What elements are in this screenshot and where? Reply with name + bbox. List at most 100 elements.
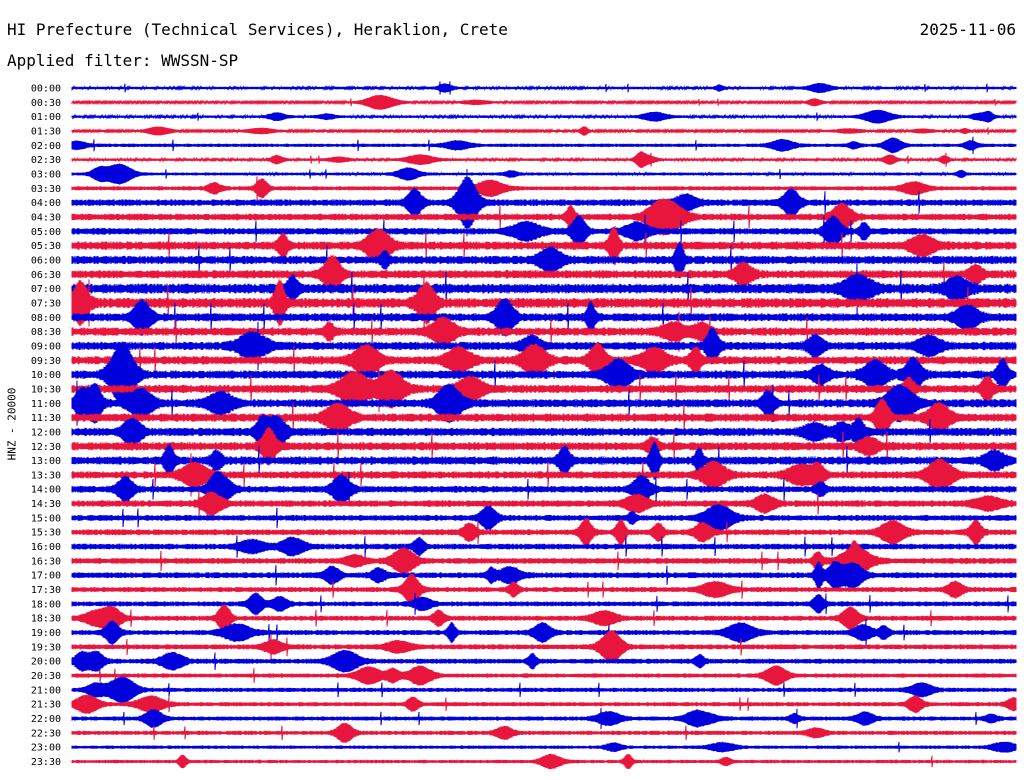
row-time-label: 07:00 [31, 284, 61, 295]
row-time-label: 04:30 [31, 212, 61, 223]
row-time-label: 18:30 [31, 614, 61, 625]
row-time-label: 17:00 [31, 571, 61, 582]
row-time-label: 01:00 [31, 112, 61, 123]
row-time-label: 03:00 [31, 169, 61, 180]
seismic-trace-row [71, 592, 1017, 616]
row-time-label: 11:30 [31, 413, 61, 424]
row-time-label: 23:00 [31, 743, 61, 754]
seismic-trace-row [71, 341, 1017, 408]
seismic-trace-row [71, 398, 1017, 437]
seismic-trace-row [71, 214, 1017, 248]
seismic-trace-row [71, 722, 1017, 743]
seismic-trace-row [71, 297, 1017, 337]
seismic-trace-row [71, 504, 1017, 532]
seismic-trace-row [71, 270, 1017, 336]
seismic-trace-row [71, 618, 1017, 647]
seismic-trace-row [71, 707, 1017, 730]
row-time-label: 20:30 [31, 671, 61, 682]
seismic-trace-row [71, 321, 1017, 371]
seismic-trace-row [71, 126, 1017, 136]
row-time-label: 19:00 [31, 628, 61, 639]
seismic-trace-row [71, 198, 1017, 236]
seismic-trace-row [71, 260, 1017, 317]
seismic-trace-row [71, 741, 1017, 753]
seismic-trace-row [71, 490, 1017, 517]
row-time-label: 09:30 [31, 356, 61, 367]
seismic-trace-row [71, 604, 1017, 633]
row-time-label: 04:00 [31, 198, 61, 209]
seismic-trace-row [71, 753, 1017, 770]
row-time-label: 13:00 [31, 456, 61, 467]
row-time-label: 06:00 [31, 255, 61, 266]
seismic-trace-row [71, 341, 1017, 379]
row-time-label: 18:00 [31, 599, 61, 610]
seismic-trace-row [71, 169, 1017, 237]
row-time-label: 05:00 [31, 227, 61, 238]
seismic-trace-row [71, 254, 1017, 294]
seismic-trace-row [71, 241, 1017, 279]
row-time-label: 06:30 [31, 270, 61, 281]
row-time-label: 15:30 [31, 528, 61, 539]
seismic-trace-row [71, 311, 1017, 352]
seismic-trace-row [71, 535, 1017, 558]
seismic-trace-row [71, 163, 1017, 185]
seismic-trace-row [71, 151, 1017, 168]
seismic-trace-row [71, 630, 1017, 664]
row-time-label: 02:30 [31, 155, 61, 166]
row-time-label: 10:30 [31, 384, 61, 395]
seismic-trace-row [71, 665, 1017, 686]
station-title: HI Prefecture (Technical Services), Hera… [7, 20, 508, 39]
seismic-trace-row [71, 694, 1017, 715]
trace-group [71, 81, 1017, 770]
record-date: 2025-11-06 [919, 20, 1016, 39]
row-time-label: 02:00 [31, 141, 61, 152]
seismic-trace-row [71, 540, 1017, 582]
seismic-trace-row [71, 109, 1017, 124]
row-time-label: 08:30 [31, 327, 61, 338]
row-time-label: 15:00 [31, 513, 61, 524]
seismic-trace-row [71, 561, 1017, 590]
filter-label: Applied filter: WWSSN-SP [7, 51, 239, 70]
seismic-trace-row [71, 176, 1017, 201]
row-time-label: 16:00 [31, 542, 61, 553]
seismic-trace-row [71, 413, 1017, 450]
row-time-label: 12:00 [31, 427, 61, 438]
row-time-label: 11:00 [31, 399, 61, 410]
row-time-label: 22:30 [31, 728, 61, 739]
seismic-trace-row [71, 426, 1017, 466]
seismic-trace-row [71, 225, 1017, 266]
row-time-label: 17:30 [31, 585, 61, 596]
seismic-trace-row [71, 81, 1017, 95]
seismic-trace-row [71, 365, 1017, 413]
row-time-label: 16:30 [31, 556, 61, 567]
row-time-label: 14:00 [31, 485, 61, 496]
row-time-label: 03:30 [31, 184, 61, 195]
row-time-label: 00:00 [31, 84, 61, 95]
seismic-trace-row [71, 676, 1017, 704]
row-time-label: 22:00 [31, 714, 61, 725]
row-time-label: 21:30 [31, 700, 61, 711]
row-time-label: 08:00 [31, 313, 61, 324]
time-label-group: 00:00 00:30 01:00 01:30 02:00 02:30 03:00 03:30… [31, 84, 61, 769]
seismic-trace-row [71, 441, 1017, 480]
seismic-trace-row [71, 573, 1017, 606]
row-time-label: 23:30 [31, 757, 61, 768]
seismic-trace-row [71, 471, 1017, 508]
row-time-label: 09:00 [31, 341, 61, 352]
seismic-trace-row [71, 518, 1017, 547]
row-time-label: 20:00 [31, 657, 61, 668]
row-time-label: 13:30 [31, 470, 61, 481]
row-time-label: 19:30 [31, 642, 61, 653]
seismic-trace-row [71, 380, 1017, 426]
row-time-label: 01:30 [31, 126, 61, 137]
row-time-label: 12:30 [31, 442, 61, 453]
seismic-trace-row [71, 453, 1017, 497]
seismic-trace-row [71, 136, 1017, 155]
seismic-trace-row [71, 94, 1017, 110]
row-time-label: 14:30 [31, 499, 61, 510]
row-time-label: 00:30 [31, 98, 61, 109]
row-time-label: 10:00 [31, 370, 61, 381]
row-time-label: 05:30 [31, 241, 61, 252]
row-time-label: 21:00 [31, 685, 61, 696]
